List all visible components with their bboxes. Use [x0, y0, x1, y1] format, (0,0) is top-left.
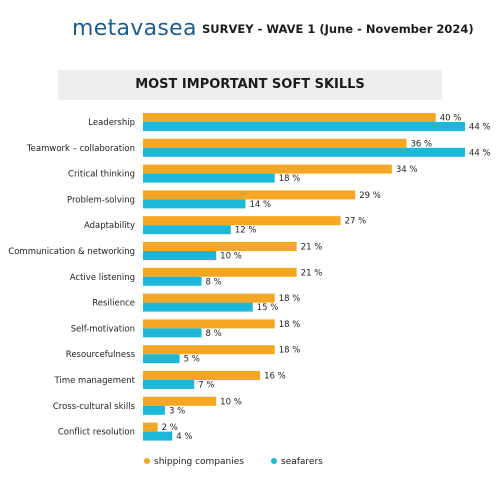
seafarers-bar — [143, 354, 180, 364]
seafarers-value-label: 7 % — [198, 381, 214, 391]
shipping-companies-value-label: 34 % — [396, 165, 418, 175]
seafarers-bar — [143, 199, 246, 209]
shipping-companies-value-label: 36 % — [410, 139, 432, 149]
category-label: Active listening — [70, 273, 135, 283]
chart-title-band: MOST IMPORTANT SOFT SKILLS — [58, 70, 442, 100]
category-label: Time management — [54, 376, 136, 386]
shipping-companies-bar — [143, 113, 436, 122]
category-label: Teamwork – collaboration — [26, 144, 135, 154]
shipping-companies-bar — [143, 138, 407, 148]
category-label: Conflict resolution — [58, 428, 135, 438]
shipping-companies-bar — [143, 190, 356, 200]
header: metavasea SURVEY - WAVE 1 (June - Novemb… — [72, 14, 492, 46]
shipping-companies-value-label: 21 % — [301, 243, 323, 253]
shipping-companies-bar — [143, 242, 297, 251]
seafarers-bar — [143, 380, 195, 389]
category-label: Leadership — [88, 118, 135, 128]
seafarers-bar — [143, 147, 465, 157]
category-label: Problem-solving — [67, 195, 135, 205]
seafarers-value-label: 15 % — [257, 303, 279, 313]
shipping-companies-bar — [143, 164, 392, 174]
seafarers-bar — [143, 431, 173, 441]
seafarers-bar — [143, 405, 165, 415]
shipping-companies-bar — [143, 293, 275, 303]
shipping-companies-value-label: 27 % — [345, 217, 367, 227]
seafarers-value-label: 3 % — [169, 406, 185, 416]
seafarers-value-label: 8 % — [206, 329, 222, 339]
shipping-companies-value-label: 2 % — [162, 423, 178, 433]
category-label: Communication & networking — [8, 247, 135, 257]
seafarers-value-label: 44 % — [469, 148, 491, 158]
category-label: Self-motivation — [71, 324, 135, 334]
seafarers-value-label: 5 % — [184, 355, 200, 365]
shipping-companies-bar — [143, 216, 341, 226]
metavasea-logo: metavasea — [72, 14, 197, 44]
shipping-companies-bar — [143, 371, 261, 380]
shipping-companies-bar — [143, 396, 217, 406]
seafarers-value-label: 10 % — [220, 252, 242, 262]
category-label: Cross-cultural skills — [53, 402, 136, 412]
shipping-companies-bar — [143, 319, 275, 329]
shipping-companies-bar — [143, 422, 158, 432]
legend-label: seafarers — [281, 457, 323, 467]
legend-marker — [144, 458, 150, 464]
logo-text: metavasea — [72, 16, 197, 41]
seafarers-value-label: 8 % — [206, 277, 222, 287]
seafarers-value-label: 18 % — [279, 174, 301, 184]
category-label: Adaptability — [84, 221, 135, 231]
category-label: Resilience — [92, 299, 135, 309]
shipping-companies-value-label: 18 % — [279, 320, 301, 330]
shipping-companies-value-label: 29 % — [359, 191, 381, 201]
seafarers-value-label: 44 % — [469, 123, 491, 133]
legend-label: shipping companies — [154, 457, 244, 467]
seafarers-value-label: 12 % — [235, 226, 257, 236]
shipping-companies-value-label: 40 % — [440, 114, 462, 124]
seafarers-bar — [143, 276, 202, 286]
seafarers-bar — [143, 328, 202, 338]
shipping-companies-value-label: 18 % — [279, 294, 301, 304]
seafarers-bar — [143, 173, 275, 183]
shipping-companies-value-label: 21 % — [301, 268, 323, 278]
category-label: Critical thinking — [68, 170, 135, 180]
survey-subtitle: SURVEY - WAVE 1 (June - November 2024) — [202, 22, 474, 36]
seafarers-bar — [143, 251, 217, 260]
shipping-companies-bar — [143, 345, 275, 355]
legend-marker — [271, 458, 277, 464]
seafarers-value-label: 4 % — [176, 432, 192, 442]
chart-title: MOST IMPORTANT SOFT SKILLS — [135, 77, 365, 92]
seafarers-bar — [143, 122, 465, 131]
shipping-companies-bar — [143, 267, 297, 277]
shipping-companies-value-label: 10 % — [220, 397, 242, 407]
seafarers-bar — [143, 225, 231, 235]
category-label: Resourcefulness — [66, 350, 136, 360]
seafarers-value-label: 14 % — [249, 200, 271, 210]
seafarers-bar — [143, 302, 253, 312]
shipping-companies-value-label: 18 % — [279, 346, 301, 356]
shipping-companies-value-label: 16 % — [264, 372, 286, 382]
